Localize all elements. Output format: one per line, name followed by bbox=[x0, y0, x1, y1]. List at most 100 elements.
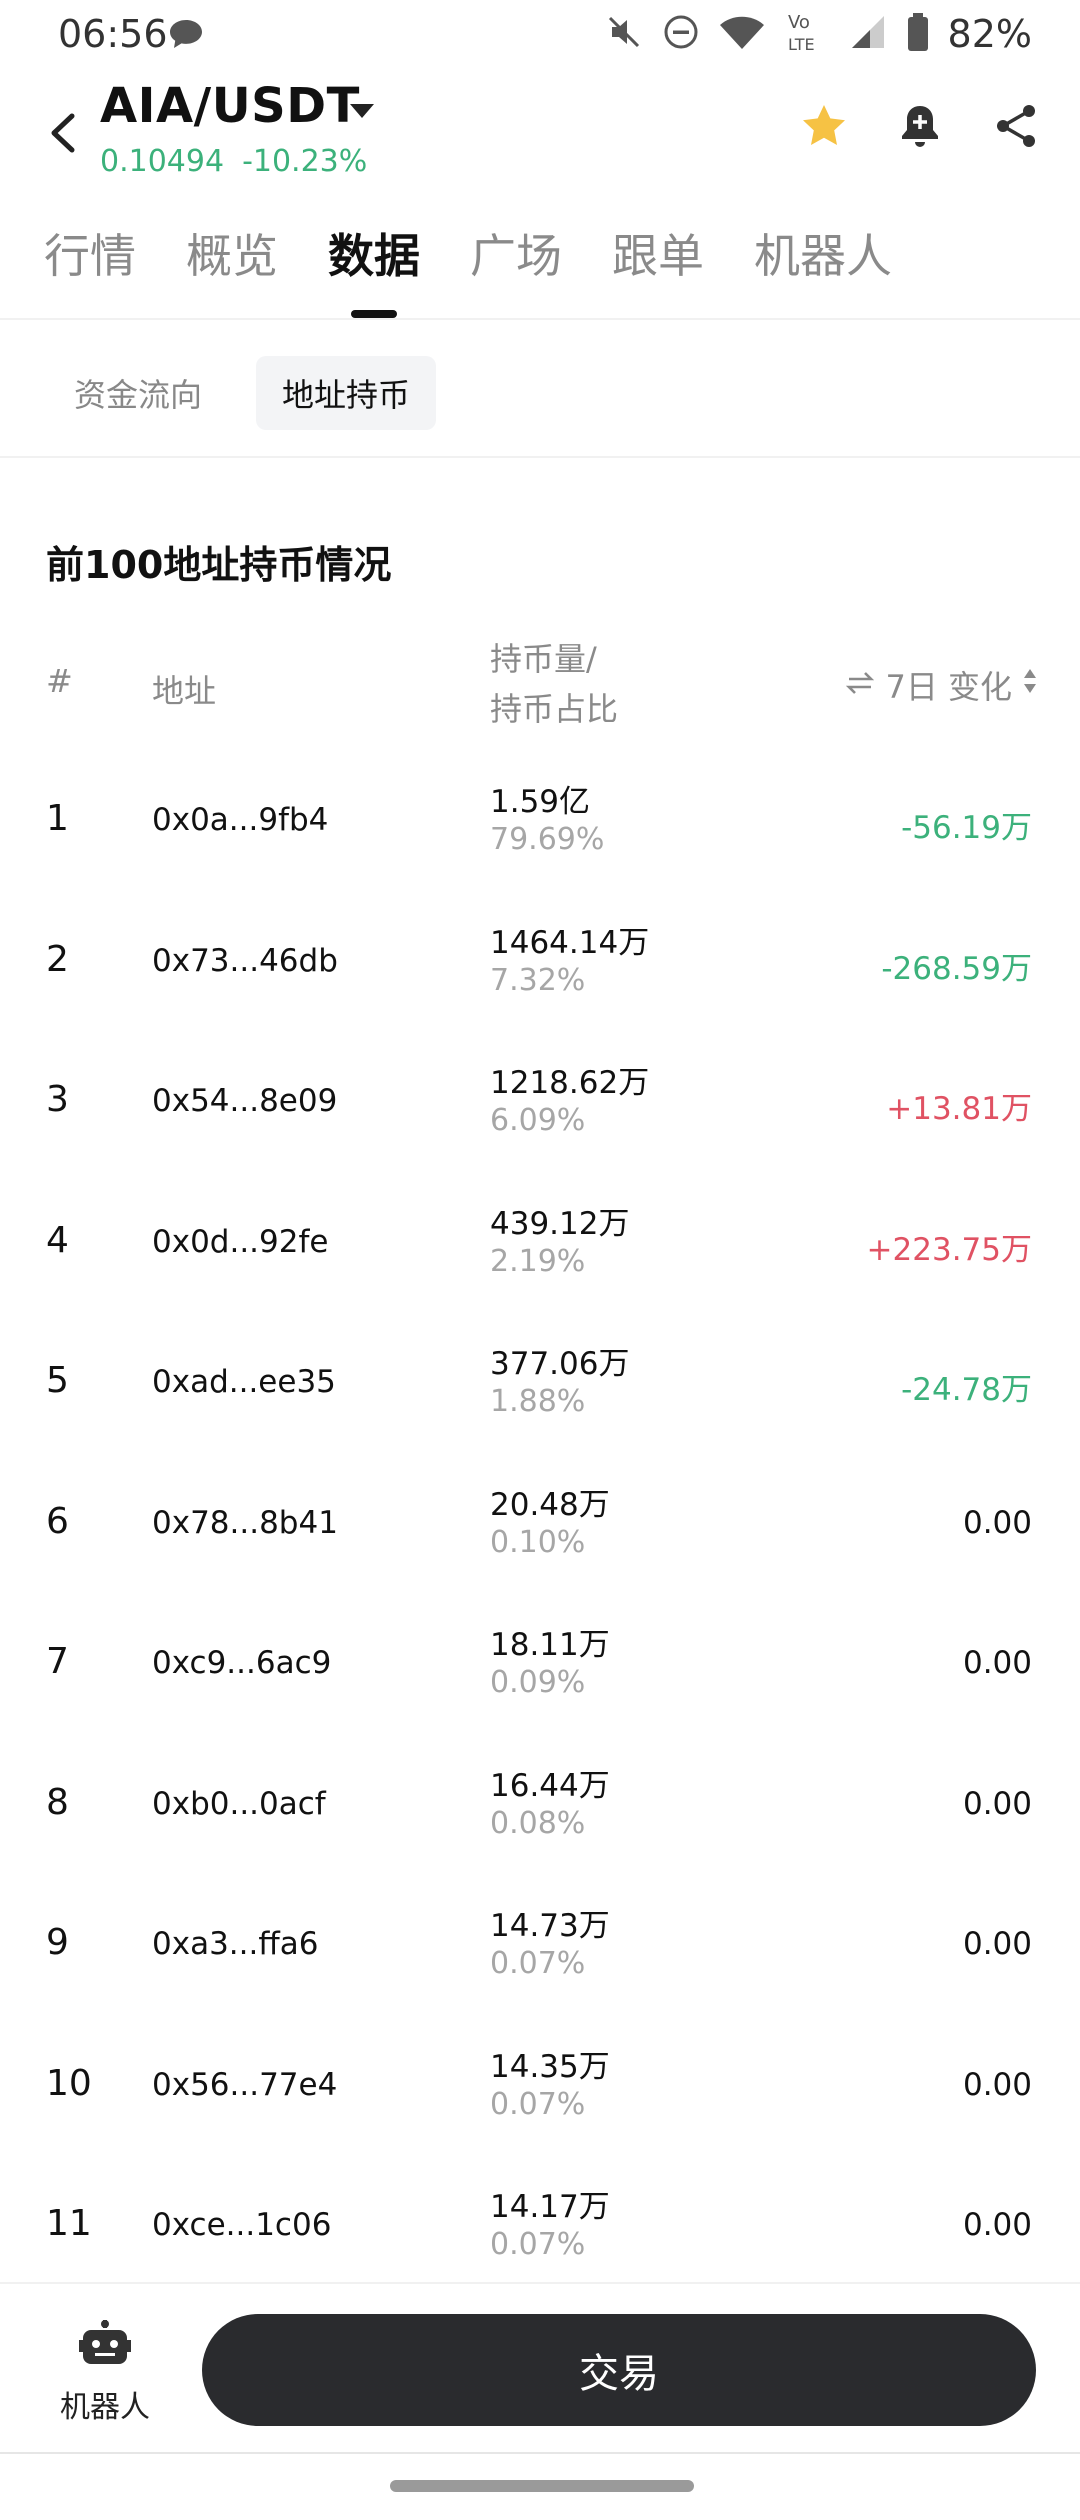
holding-amount: 20.48万 bbox=[490, 1486, 610, 1523]
battery-icon bbox=[906, 12, 930, 56]
address[interactable]: 0x78...8b41 bbox=[152, 1504, 338, 1541]
address[interactable]: 0x54...8e09 bbox=[152, 1083, 338, 1119]
address[interactable]: 0xb0...0acf bbox=[152, 1785, 326, 1822]
col-index: # bbox=[46, 662, 73, 700]
holding-percent: 6.09% bbox=[490, 1103, 586, 1138]
divider bbox=[0, 2452, 1080, 2454]
pair-title[interactable]: AIA/USDT bbox=[100, 78, 360, 134]
table-row[interactable]: 8 0xb0...0acf 16.44万 0.08% 0.00 bbox=[0, 1736, 1080, 1877]
col-change-label[interactable]: 7日 变化 bbox=[885, 668, 1012, 706]
rank: 7 bbox=[46, 1641, 69, 1682]
address[interactable]: 0xc9...6ac9 bbox=[152, 1645, 332, 1681]
col-holding-amount: 持币量/ bbox=[490, 640, 597, 678]
back-icon[interactable] bbox=[44, 108, 84, 158]
rank: 5 bbox=[46, 1360, 69, 1401]
main-tabs: 行情 概览 数据 广场 跟单 机器人 bbox=[0, 220, 1080, 318]
holding-amount: 14.35万 bbox=[490, 2048, 610, 2085]
rank: 8 bbox=[46, 1781, 69, 1823]
change-7d: 0.00 bbox=[962, 2066, 1032, 2103]
change-7d: -24.78万 bbox=[901, 1372, 1032, 1408]
change-7d: 0.00 bbox=[962, 1785, 1032, 1822]
volte-icon: Vo LTE bbox=[784, 10, 830, 58]
holding-amount: 18.11万 bbox=[490, 1627, 610, 1663]
sub-tabs: 资金流向 地址持币 bbox=[48, 356, 437, 430]
table-row[interactable]: 9 0xa3...ffa6 14.73万 0.07% 0.00 bbox=[0, 1876, 1080, 2017]
holding-percent: 79.69% bbox=[490, 822, 605, 857]
holding-amount: 439.12万 bbox=[490, 1205, 630, 1242]
address[interactable]: 0xce...1c06 bbox=[152, 2207, 332, 2243]
rank: 9 bbox=[46, 1922, 69, 1963]
table-row[interactable]: 6 0x78...8b41 20.48万 0.10% 0.00 bbox=[0, 1455, 1080, 1596]
rank: 11 bbox=[46, 2203, 92, 2244]
holding-percent: 0.08% bbox=[490, 1805, 586, 1841]
tab-overview[interactable]: 概览 bbox=[186, 229, 278, 283]
holding-percent: 0.07% bbox=[490, 2227, 586, 2262]
change-7d: +223.75万 bbox=[866, 1231, 1032, 1268]
col-change-sort[interactable]: 7日 变化 bbox=[845, 662, 1038, 708]
swap-icon[interactable] bbox=[845, 666, 875, 704]
tab-data[interactable]: 数据 bbox=[328, 220, 420, 318]
rank: 1 bbox=[46, 798, 69, 839]
section-title: 前100地址持币情况 bbox=[46, 543, 392, 587]
holding-amount: 377.06万 bbox=[490, 1346, 630, 1382]
subtab-address-holdings[interactable]: 地址持币 bbox=[256, 356, 437, 430]
address[interactable]: 0x0a...9fb4 bbox=[152, 802, 329, 838]
divider bbox=[0, 456, 1080, 458]
tab-copy-trading[interactable]: 跟单 bbox=[612, 229, 704, 283]
bottom-bar: 机器人 交易 bbox=[0, 2282, 1080, 2452]
share-icon[interactable] bbox=[992, 102, 1040, 150]
col-address: 地址 bbox=[152, 672, 217, 710]
holding-percent: 1.88% bbox=[490, 1384, 586, 1419]
home-indicator[interactable] bbox=[390, 2480, 694, 2492]
table-row[interactable]: 5 0xad...ee35 377.06万 1.88% -24.78万 bbox=[0, 1314, 1080, 1455]
address[interactable]: 0xad...ee35 bbox=[152, 1364, 336, 1400]
subtab-fund-flow[interactable]: 资金流向 bbox=[74, 376, 203, 414]
holding-amount: 1.59亿 bbox=[490, 784, 591, 820]
address[interactable]: 0x56...77e4 bbox=[152, 2066, 338, 2103]
alert-bell-icon[interactable] bbox=[896, 102, 944, 150]
table-row[interactable]: 1 0x0a...9fb4 1.59亿 79.69% -56.19万 bbox=[0, 752, 1080, 893]
holding-percent: 0.07% bbox=[490, 1946, 586, 1981]
robot-icon[interactable] bbox=[60, 2320, 150, 2374]
holding-amount: 14.17万 bbox=[490, 2189, 610, 2225]
caret-down-icon[interactable] bbox=[348, 102, 376, 124]
address[interactable]: 0x0d...92fe bbox=[152, 1223, 329, 1260]
tab-market[interactable]: 行情 bbox=[44, 229, 136, 283]
rank: 2 bbox=[46, 938, 69, 980]
holding-percent: 0.07% bbox=[490, 2086, 586, 2122]
holding-percent: 7.32% bbox=[490, 962, 586, 998]
table-row[interactable]: 4 0x0d...92fe 439.12万 2.19% +223.75万 bbox=[0, 1174, 1080, 1315]
holding-percent: 0.10% bbox=[490, 1524, 586, 1560]
chat-icon bbox=[168, 18, 204, 54]
svg-text:LTE: LTE bbox=[788, 35, 815, 54]
svg-text:Vo: Vo bbox=[788, 12, 810, 33]
robot-label[interactable]: 机器人 bbox=[60, 2390, 150, 2425]
price-change: -10.23% bbox=[242, 144, 368, 179]
table-row[interactable]: 2 0x73...46db 1464.14万 7.32% -268.59万 bbox=[0, 893, 1080, 1034]
divider bbox=[0, 318, 1080, 320]
change-7d: 0.00 bbox=[962, 1645, 1032, 1681]
holding-amount: 1218.62万 bbox=[490, 1065, 650, 1101]
change-7d: -56.19万 bbox=[901, 810, 1032, 846]
tab-bots[interactable]: 机器人 bbox=[754, 229, 892, 283]
table-header: # 地址 持币量/ 持币占比 7日 变化 bbox=[0, 634, 1080, 734]
robot-button[interactable]: 机器人 bbox=[60, 2320, 150, 2426]
address[interactable]: 0x73...46db bbox=[152, 942, 338, 979]
holding-amount: 1464.14万 bbox=[490, 924, 650, 961]
holding-percent: 2.19% bbox=[490, 1243, 586, 1279]
sort-icon[interactable] bbox=[1022, 666, 1038, 704]
tab-square[interactable]: 广场 bbox=[470, 229, 562, 283]
trade-button[interactable]: 交易 bbox=[202, 2314, 1036, 2426]
table-row[interactable]: 11 0xce...1c06 14.17万 0.07% 0.00 bbox=[0, 2157, 1080, 2298]
address[interactable]: 0xa3...ffa6 bbox=[152, 1926, 319, 1962]
holding-percent: 0.09% bbox=[490, 1665, 586, 1700]
holders-list: 1 0x0a...9fb4 1.59亿 79.69% -56.19万 2 0x7… bbox=[0, 752, 1080, 2298]
holding-amount: 16.44万 bbox=[490, 1767, 610, 1804]
rank: 6 bbox=[46, 1500, 69, 1542]
table-row[interactable]: 7 0xc9...6ac9 18.11万 0.09% 0.00 bbox=[0, 1595, 1080, 1736]
star-icon[interactable] bbox=[800, 102, 848, 150]
table-row[interactable]: 3 0x54...8e09 1218.62万 6.09% +13.81万 bbox=[0, 1033, 1080, 1174]
table-row[interactable]: 10 0x56...77e4 14.35万 0.07% 0.00 bbox=[0, 2017, 1080, 2158]
col-holding-percent: 持币占比 bbox=[490, 690, 619, 728]
battery-percent: 82% bbox=[947, 12, 1032, 56]
